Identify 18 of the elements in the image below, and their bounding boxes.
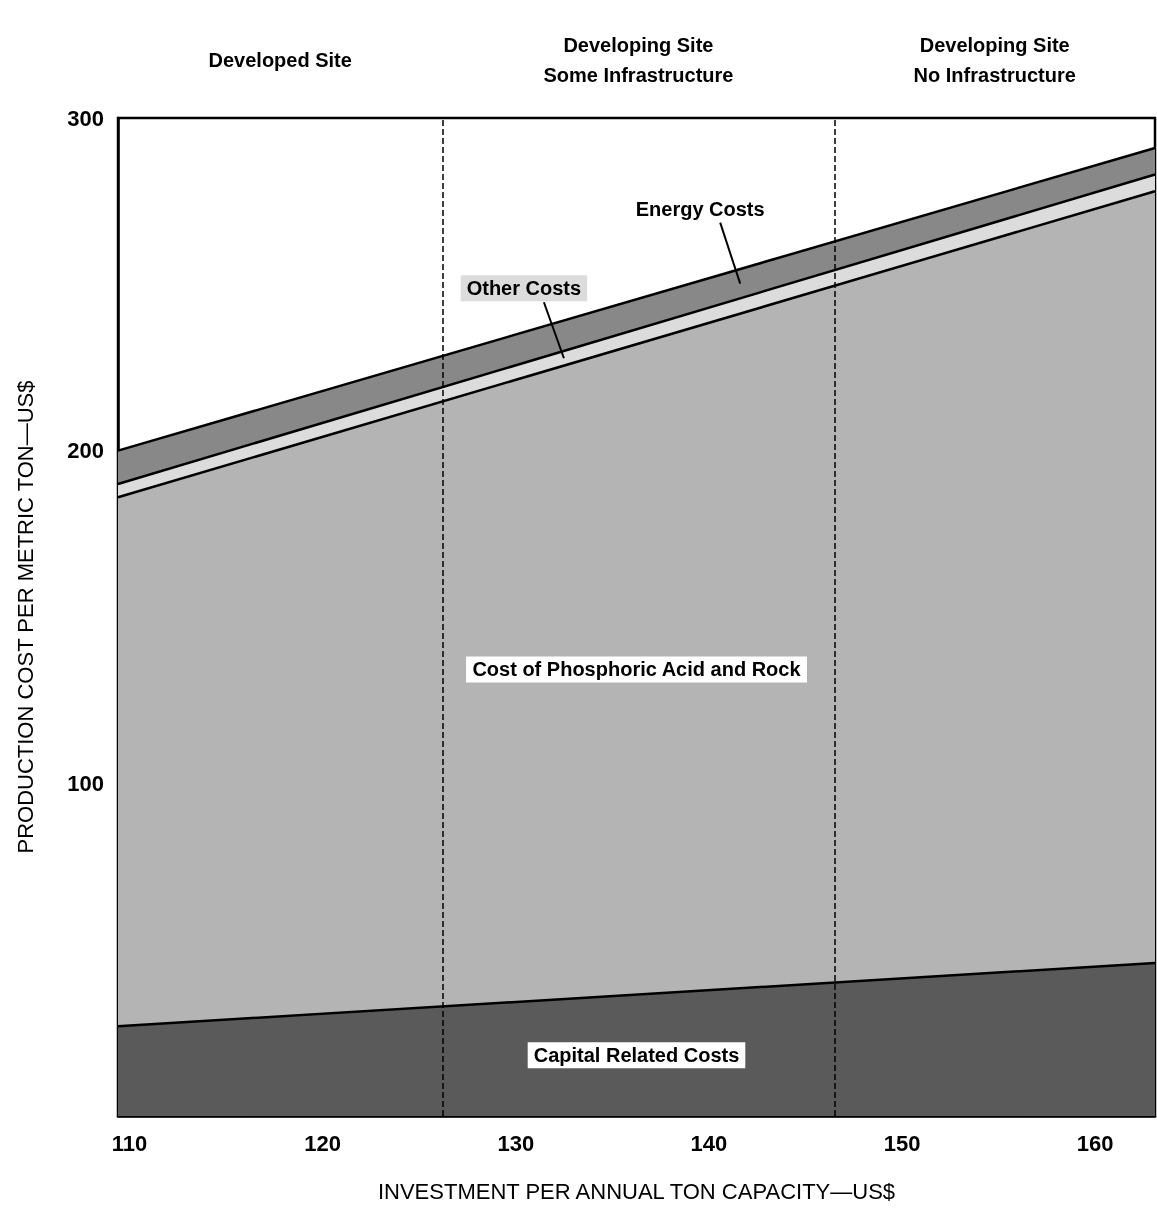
x-tick-label: 160 [1076,1130,1114,1156]
x-tick-label: 110 [111,1130,148,1156]
y-tick-label: 200 [67,438,104,464]
x-tick-label: 140 [690,1130,728,1156]
x-tick-label: 150 [883,1130,921,1156]
y-axis-title: PRODUCTION COST PER METRIC TON—US$ [12,380,38,854]
text: Developing Site Some Infrastructure [543,34,734,86]
y-tick-label: 100 [67,770,104,796]
x-tick-label: 120 [304,1130,342,1156]
series-label: Capital Related Costs [533,1044,740,1067]
text: Developing Site No Infrastructure [913,34,1076,86]
x-axis-title: INVESTMENT PER ANNUAL TON CAPACITY—US$ [377,1178,896,1204]
text: Energy Costs [635,197,765,220]
series-label: Cost of Phosphoric Acid and Rock [472,658,802,681]
x-tick-label: 130 [497,1130,535,1156]
text: Other Costs [466,277,582,300]
text: Developed Site [208,49,352,71]
y-tick-label: 300 [67,105,104,131]
